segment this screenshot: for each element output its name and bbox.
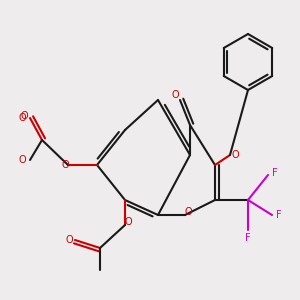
Text: F: F bbox=[276, 210, 282, 220]
Text: F: F bbox=[245, 233, 251, 243]
Text: O: O bbox=[171, 90, 179, 100]
Text: O: O bbox=[184, 207, 192, 217]
Text: O: O bbox=[231, 150, 239, 160]
Text: O: O bbox=[65, 235, 73, 245]
Text: O: O bbox=[124, 217, 132, 227]
Text: O: O bbox=[20, 111, 28, 121]
Text: O: O bbox=[18, 155, 26, 165]
Text: F: F bbox=[272, 168, 278, 178]
Text: O: O bbox=[18, 113, 26, 123]
Text: O: O bbox=[61, 160, 69, 170]
